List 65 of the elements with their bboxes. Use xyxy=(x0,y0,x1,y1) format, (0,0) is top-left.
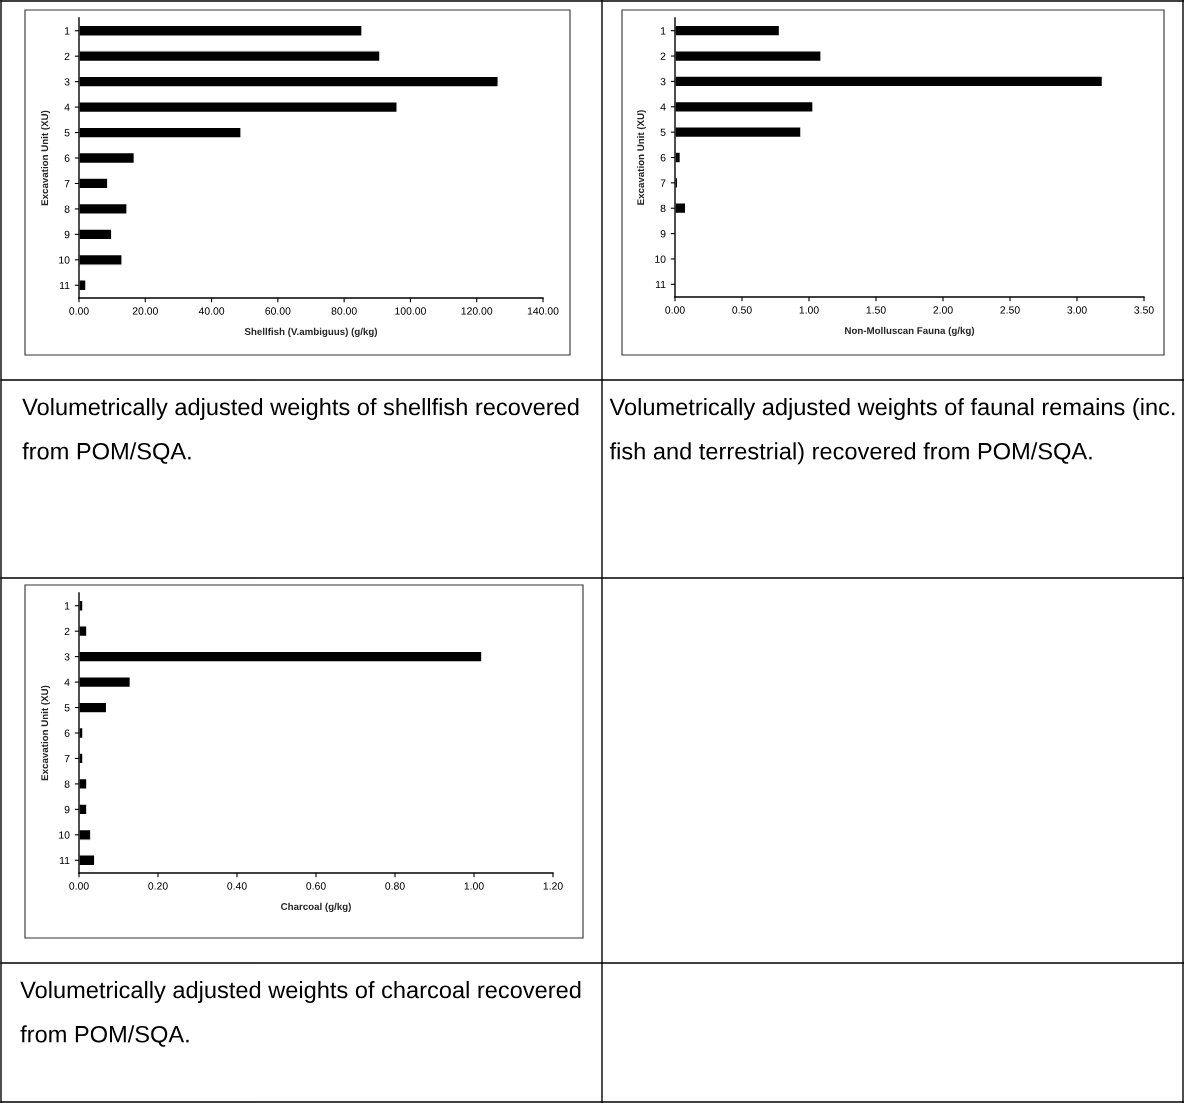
y-tick-label: 5 xyxy=(64,704,70,712)
y-tick-label: 1 xyxy=(64,602,70,610)
text: Volumetrically adjusted weights of charcoal recovered from POM/SQA. xyxy=(20,981,581,1047)
y-axis-title: Excavation Unit (XU) xyxy=(40,685,51,781)
x-tick-label: 2.00 xyxy=(933,306,953,314)
y-tick-label: 9 xyxy=(660,230,666,238)
y-tick-label: 7 xyxy=(64,755,70,763)
x-axis-title: Shellfish (V.ambiguus) (g/kg) xyxy=(244,327,378,337)
x-tick-label: 2.50 xyxy=(1000,306,1020,314)
text: Volumetrically adjusted weights of faunal remains (inc. fish and terrestrial) recovered from POM/SQA. xyxy=(609,398,1175,465)
x-tick-label: 0.80 xyxy=(385,882,405,890)
y-tick-label: 8 xyxy=(660,204,666,213)
x-tick-label: 0.00 xyxy=(69,307,89,315)
y-tick-label: 8 xyxy=(64,780,70,788)
x-axis-title: Charcoal (g/kg) xyxy=(281,902,351,912)
x-tick-label: 80.00 xyxy=(331,307,357,315)
y-axis-title: Excavation Unit (XU) xyxy=(636,110,647,205)
y-axis-title: Excavation Unit (XU) xyxy=(40,110,51,206)
x-tick-label: 1.50 xyxy=(866,306,886,314)
x-tick-label: 100.00 xyxy=(395,307,426,315)
x-tick-label: 140.00 xyxy=(527,307,559,315)
y-tick-label: 6 xyxy=(64,729,70,737)
y-tick-label: 10 xyxy=(655,255,666,263)
y-tick-label: 5 xyxy=(64,129,70,137)
x-tick-label: 3.00 xyxy=(1067,306,1087,314)
x-tick-label: 0.60 xyxy=(306,882,326,890)
y-tick-label: 11 xyxy=(59,856,70,865)
y-tick-label: 1 xyxy=(660,27,666,35)
y-tick-label: 8 xyxy=(64,205,70,213)
y-tick-label: 3 xyxy=(64,78,70,86)
x-tick-label: 0.00 xyxy=(665,306,685,314)
x-tick-label: 60.00 xyxy=(265,307,291,315)
y-tick-label: 7 xyxy=(64,180,70,188)
y-tick-label: 7 xyxy=(660,179,666,187)
y-tick-label: 10 xyxy=(59,831,70,839)
y-tick-label: 4 xyxy=(64,678,70,686)
x-tick-label: 3.50 xyxy=(1134,306,1154,314)
x-tick-label: 120.00 xyxy=(461,307,493,315)
y-tick-label: 10 xyxy=(59,256,70,264)
x-tick-label: 0.40 xyxy=(227,882,247,890)
x-tick-label: 40.00 xyxy=(198,307,225,315)
y-tick-label: 6 xyxy=(660,154,666,162)
x-tick-label: 1.00 xyxy=(464,882,484,890)
x-tick-label: 0.50 xyxy=(732,306,752,314)
y-tick-label: 1 xyxy=(64,27,70,35)
y-tick-label: 5 xyxy=(660,128,666,137)
x-axis-title: Non-Molluscan Fauna (g/kg) xyxy=(845,326,975,336)
y-tick-label: 11 xyxy=(59,281,70,290)
y-tick-label: 4 xyxy=(64,103,70,111)
y-tick-label: 3 xyxy=(64,653,70,661)
y-tick-label: 2 xyxy=(64,52,70,60)
x-tick-label: 1.00 xyxy=(799,306,819,314)
y-tick-label: 3 xyxy=(660,77,666,86)
y-tick-label: 9 xyxy=(64,230,70,239)
x-tick-label: 1.20 xyxy=(543,882,563,890)
y-tick-label: 9 xyxy=(64,805,70,814)
y-tick-label: 4 xyxy=(660,103,666,111)
x-tick-label: 20.00 xyxy=(132,307,158,315)
text: Volumetrically adjusted weights of shellfish recovered from POM/SQA. xyxy=(22,398,579,464)
y-tick-label: 2 xyxy=(660,52,666,60)
y-tick-label: 6 xyxy=(64,154,70,162)
x-tick-label: 0.00 xyxy=(69,882,89,890)
y-tick-label: 2 xyxy=(64,627,70,635)
x-tick-label: 0.20 xyxy=(148,882,168,890)
y-tick-label: 11 xyxy=(655,280,666,289)
